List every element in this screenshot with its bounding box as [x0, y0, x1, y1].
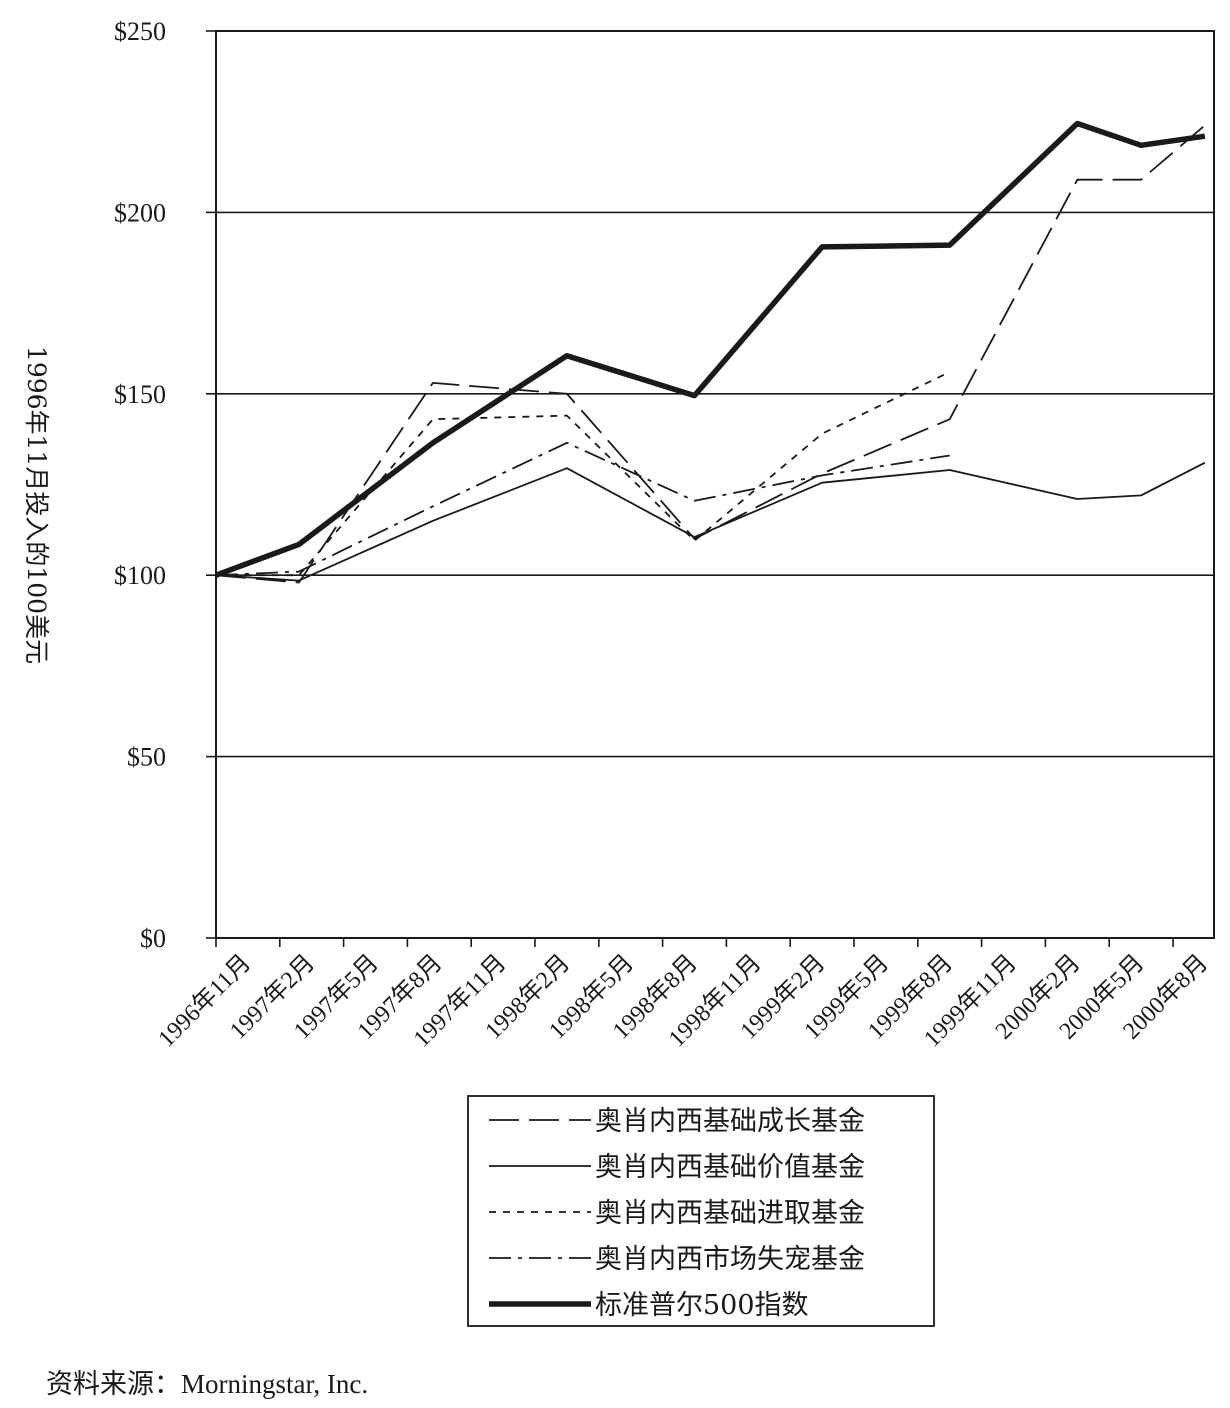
legend-label-3: 奥肖内西基础进取基金 [595, 1198, 865, 1229]
legend-label-1: 奥肖内西基础成长基金 [595, 1106, 865, 1137]
y-tick-label: $150 [114, 380, 166, 409]
series-line-1 [215, 124, 1206, 584]
legend-label-5: 标准普尔500指数 [595, 1290, 809, 1321]
legend: 奥肖内西基础成长基金奥肖内西基础价值基金奥肖内西基础进取基金奥肖内西市场失宠基金… [467, 1095, 935, 1327]
y-tick-label: $250 [114, 17, 166, 46]
series-lines [215, 120, 1206, 584]
y-tick-label: $100 [114, 561, 166, 590]
source-note: 资料来源：Morningstar, Inc. [46, 1369, 369, 1399]
x-axis-ticks: 1996年11月1997年2月1997年5月1997年8月1997年11月199… [153, 938, 1213, 1052]
plot-frame [215, 30, 1215, 939]
series-line-4 [215, 441, 950, 577]
plot-border [215, 30, 1215, 939]
series-line-2 [215, 461, 1206, 582]
y-tick-label: $0 [140, 924, 166, 953]
line-chart: $0 $50 $100 $150 $200 $250 1996年11月1997年2月199… [22, 17, 1215, 1327]
y-tick-label: $200 [114, 198, 166, 227]
y-tick-label: $50 [127, 743, 166, 772]
legend-label-4: 奥肖内西市场失宠基金 [595, 1244, 865, 1275]
series-line-5 [215, 120, 1206, 578]
y-axis-label: 1996年11月投入的100美元 [22, 346, 51, 664]
legend-label-2: 奥肖内西基础价值基金 [595, 1152, 865, 1183]
series-line-3 [216, 371, 951, 577]
gridlines [216, 211, 1214, 758]
legend-box [467, 1095, 935, 1327]
y-axis-ticks: $0 $50 $100 $150 $200 $250 [114, 17, 216, 953]
